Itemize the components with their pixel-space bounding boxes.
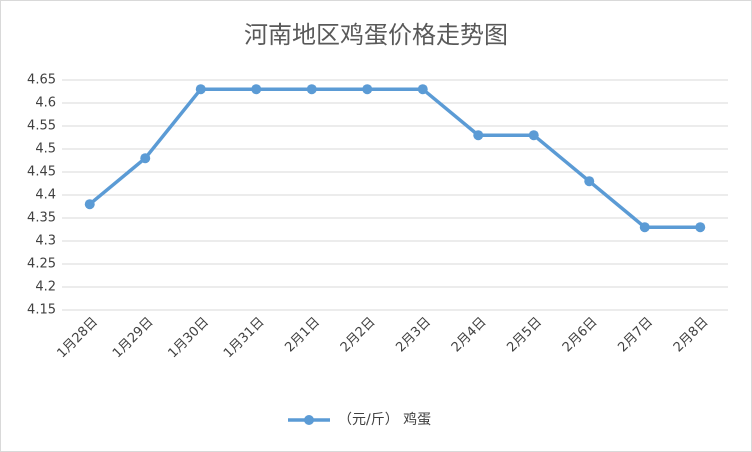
data-point [417, 84, 428, 95]
y-tick-label: 4.35 [27, 211, 56, 226]
y-tick-label: 4.3 [35, 234, 56, 249]
data-point [639, 222, 650, 233]
y-tick-label: 4.65 [27, 73, 56, 88]
data-point [306, 84, 317, 95]
y-tick-label: 4.5 [35, 142, 56, 157]
data-point [473, 130, 484, 141]
y-tick-label: 4.6 [35, 96, 56, 111]
data-point [528, 130, 539, 141]
data-point [195, 84, 206, 95]
data-point [362, 84, 373, 95]
y-tick-label: 4.15 [27, 303, 56, 318]
y-tick-label: 4.55 [27, 119, 56, 134]
y-tick-label: 4.45 [27, 165, 56, 180]
y-tick-label: 4.2 [35, 280, 56, 295]
chart-title: 河南地区鸡蛋价格走势图 [244, 21, 508, 49]
legend-marker [304, 415, 314, 425]
series-line [88, 87, 701, 229]
data-point [140, 153, 151, 164]
data-point [695, 222, 706, 233]
data-point [251, 84, 262, 95]
data-point [584, 176, 595, 187]
legend-label: （元/斤） 鸡蛋 [338, 411, 431, 428]
y-tick-label: 4.25 [27, 257, 56, 272]
data-point [84, 199, 95, 210]
y-tick-label: 4.4 [35, 188, 56, 203]
